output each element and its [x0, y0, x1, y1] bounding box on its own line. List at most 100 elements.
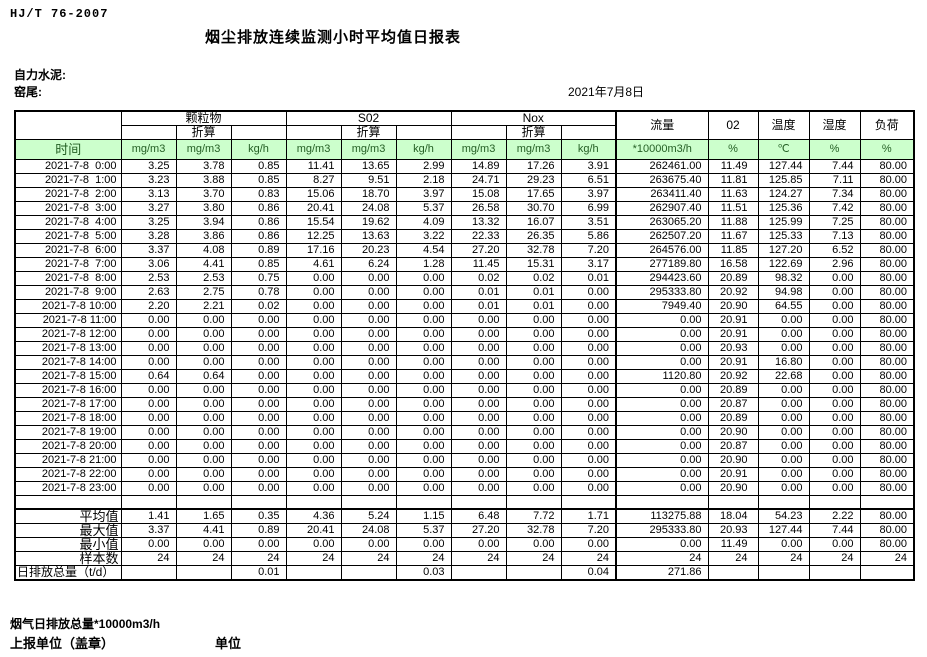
summary-value-cell: 11.49 — [707, 536, 759, 552]
summary-value-cell: 0.00 — [505, 536, 562, 552]
unit-cell: ℃ — [757, 139, 810, 160]
value-cell: 0.00 — [395, 425, 452, 440]
summary-value-cell — [505, 564, 562, 580]
value-cell: 0.00 — [808, 439, 861, 454]
value-cell: 0.00 — [120, 355, 177, 370]
value-cell: 0.00 — [560, 397, 617, 412]
value-cell: 0.00 — [560, 299, 617, 314]
value-cell: 0.00 — [120, 411, 177, 426]
value-cell: 0.00 — [808, 355, 861, 370]
header-units-row: 时间 mg/m3 mg/m3 kg/h mg/m3 mg/m3 kg/h mg/… — [14, 139, 915, 160]
value-cell: 0.85 — [230, 159, 287, 174]
value-cell: 0.00 — [120, 313, 177, 328]
value-cell: 0.00 — [505, 481, 562, 496]
summary-value-cell: 24 — [505, 550, 562, 566]
value-cell: 0.00 — [560, 481, 617, 496]
value-cell: 98.32 — [757, 271, 810, 286]
value-cell: 6.99 — [560, 201, 617, 216]
summary-value-cell: 0.00 — [340, 536, 397, 552]
summary-value-cell — [285, 564, 342, 580]
value-cell: 0.00 — [808, 397, 861, 412]
value-cell: 30.70 — [505, 201, 562, 216]
summary-value-cell: 113275.88 — [615, 507, 709, 524]
value-cell: 20.91 — [707, 355, 759, 370]
value-cell: 0.85 — [230, 173, 287, 188]
summary-label: 日排放总量（t/d） — [14, 564, 122, 580]
value-cell: 0.00 — [340, 299, 397, 314]
value-cell: 13.65 — [340, 159, 397, 174]
value-cell: 80.00 — [859, 313, 915, 328]
row-time: 2021-7-8 18:00 — [14, 411, 122, 426]
value-cell: 0.00 — [615, 425, 709, 440]
row-time: 2021-7-8 15:00 — [14, 369, 122, 384]
value-cell: 24.71 — [450, 173, 507, 188]
value-cell: 0.00 — [560, 369, 617, 384]
col-group-so2: S02 — [285, 110, 452, 126]
value-cell: 0.00 — [450, 453, 507, 468]
table-row: 2021-7-8 16:00 0.00 0.00 0.00 0.00 0.00 0.00 0.… — [14, 383, 915, 398]
value-cell: 0.00 — [560, 341, 617, 356]
value-cell: 0.00 — [395, 285, 452, 300]
row-time: 2021-7-8 12:00 — [14, 327, 122, 342]
value-cell: 11.45 — [450, 257, 507, 272]
value-cell: 7.11 — [808, 173, 861, 188]
site-label: 窑尾: — [14, 85, 42, 99]
value-cell: 0.00 — [615, 397, 709, 412]
value-cell: 2.96 — [808, 257, 861, 272]
value-cell: 17.26 — [505, 159, 562, 174]
summary-value-cell: 24 — [808, 550, 861, 566]
summary-value-cell: 24 — [450, 550, 507, 566]
value-cell: 12.25 — [285, 229, 342, 244]
value-cell: 0.02 — [450, 271, 507, 286]
value-cell: 0.00 — [808, 411, 861, 426]
value-cell: 0.00 — [450, 313, 507, 328]
value-cell: 7.25 — [808, 215, 861, 230]
value-cell: 3.25 — [120, 159, 177, 174]
summary-value-cell: 80.00 — [859, 522, 915, 538]
value-cell: 3.97 — [395, 187, 452, 202]
flue-gas-total-note: 烟气日排放总量*10000m3/h — [10, 617, 161, 631]
summary-value-cell: 24 — [175, 550, 232, 566]
value-cell: 20.91 — [707, 313, 759, 328]
value-cell: 0.00 — [340, 397, 397, 412]
value-cell: 80.00 — [859, 355, 915, 370]
value-cell: 0.00 — [505, 383, 562, 398]
summary-row: 日排放总量（t/d） 0.01 0.03 0.04 271.86 — [14, 564, 915, 580]
spacer-cell — [14, 495, 122, 509]
value-cell: 122.69 — [757, 257, 810, 272]
summary-label: 最小值 — [14, 536, 122, 552]
value-cell: 0.00 — [175, 341, 232, 356]
value-cell: 29.23 — [505, 173, 562, 188]
value-cell: 3.23 — [120, 173, 177, 188]
row-time: 2021-7-8 9:00 — [14, 285, 122, 300]
value-cell: 0.00 — [505, 439, 562, 454]
value-cell: 2.53 — [175, 271, 232, 286]
value-cell: 0.00 — [560, 467, 617, 482]
value-cell: 0.00 — [757, 397, 810, 412]
value-cell: 4.41 — [175, 257, 232, 272]
value-cell: 0.00 — [615, 341, 709, 356]
row-time: 2021-7-8 10:00 — [14, 299, 122, 314]
value-cell: 4.54 — [395, 243, 452, 258]
value-cell: 80.00 — [859, 397, 915, 412]
standard-number: HJ/T 76-2007 — [10, 7, 109, 21]
summary-value-cell: 20.41 — [285, 522, 342, 538]
value-cell: 0.00 — [808, 383, 861, 398]
value-cell: 0.00 — [120, 397, 177, 412]
summary-value-cell: 80.00 — [859, 507, 915, 524]
value-cell: 4.61 — [285, 257, 342, 272]
value-cell: 11.49 — [707, 159, 759, 174]
summary-value-cell: 24 — [560, 550, 617, 566]
value-cell: 0.00 — [230, 369, 287, 384]
value-cell: 3.27 — [120, 201, 177, 216]
value-cell: 0.00 — [615, 355, 709, 370]
data-rows: 2021-7-8 0:00 3.25 3.78 0.85 11.41 13.65 2.99 1… — [14, 159, 915, 496]
value-cell: 0.00 — [395, 453, 452, 468]
value-cell: 13.32 — [450, 215, 507, 230]
table-row: 2021-7-8 6:00 3.37 4.08 0.89 17.16 20.23 4.54 2… — [14, 243, 915, 258]
value-cell: 80.00 — [859, 285, 915, 300]
value-cell: 80.00 — [859, 341, 915, 356]
value-cell: 0.00 — [285, 481, 342, 496]
summary-value-cell: 0.00 — [285, 536, 342, 552]
